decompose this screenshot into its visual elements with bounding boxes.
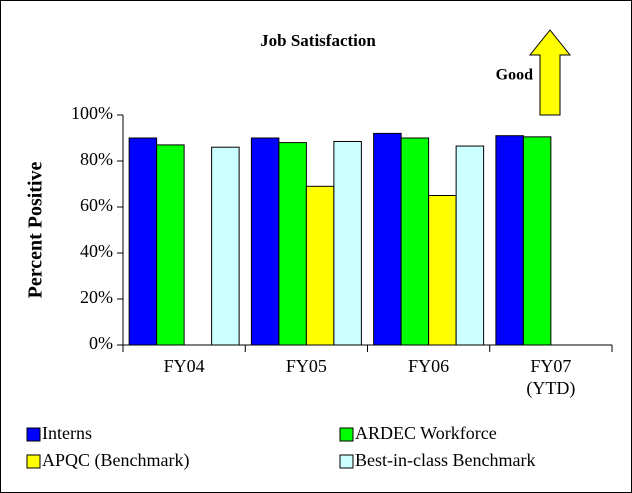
x-tick-label: FY04	[163, 356, 205, 376]
bar	[128, 137, 158, 346]
legend-label: Interns	[42, 423, 92, 443]
x-tick-label: FY07 (YTD)	[526, 356, 576, 398]
bar	[455, 145, 485, 346]
legend-label: ARDEC Workforce	[355, 423, 497, 443]
bar	[373, 132, 402, 346]
legend-swatch	[26, 427, 41, 442]
y-axis-label: Percent Positive	[25, 161, 47, 298]
x-tick-label: FY05	[285, 356, 327, 376]
y-tick-label: 100%	[71, 103, 113, 123]
bar	[495, 135, 524, 346]
legend-swatch	[26, 454, 41, 469]
legend-swatch	[339, 427, 354, 442]
chart-title: Job Satisfaction	[260, 31, 376, 50]
y-tick-label: 80%	[80, 149, 113, 169]
legend-swatch	[339, 454, 354, 469]
y-tick-label: 0%	[89, 333, 113, 353]
bar	[156, 144, 185, 346]
x-tick-label: FY06	[408, 356, 450, 376]
bar	[428, 195, 457, 346]
bar	[211, 146, 240, 346]
bar	[278, 142, 307, 346]
bar	[305, 185, 335, 346]
y-tick-label: 60%	[80, 195, 113, 215]
legend-label: APQC (Benchmark)	[42, 450, 189, 471]
bar	[250, 137, 280, 346]
bar	[522, 136, 552, 346]
bar	[333, 140, 362, 346]
annotation: Good	[496, 67, 533, 84]
y-tick-label: 40%	[80, 241, 113, 261]
bar	[400, 137, 430, 346]
good-arrow	[528, 29, 572, 116]
y-tick-label: 20%	[80, 287, 113, 307]
legend-label: Best-in-class Benchmark	[355, 450, 535, 470]
